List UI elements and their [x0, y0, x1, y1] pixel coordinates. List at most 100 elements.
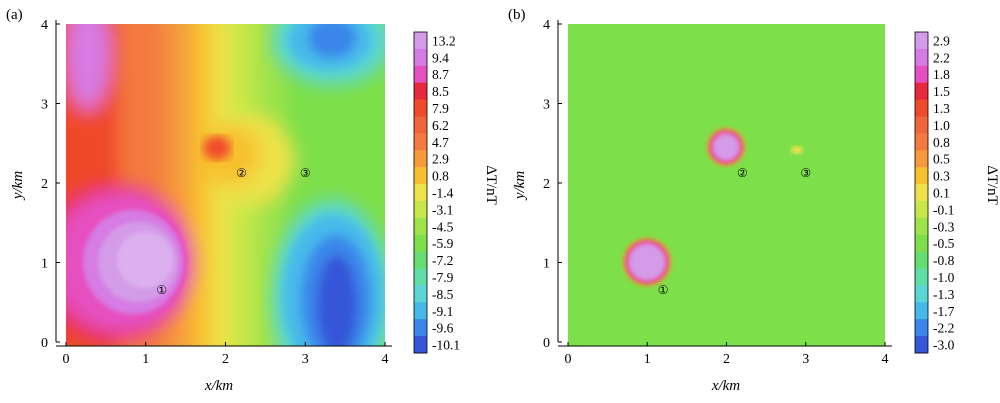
colorbar-level-label: 1.8 — [933, 67, 950, 82]
colorbar-level-label: 13.2 — [432, 33, 456, 48]
anomaly-marker: ③ — [300, 166, 311, 180]
colorbar-level-label: 0.1 — [933, 186, 950, 201]
panel-b-ticks: 0 1 2 3 4 0 1 2 3 4 — [543, 18, 889, 367]
colorbar-swatch — [915, 150, 928, 168]
x-tick-label: 0 — [565, 352, 572, 367]
colorbar-swatch — [414, 319, 427, 337]
y-tick-label: 3 — [543, 98, 550, 113]
colorbar-frame — [914, 31, 929, 354]
x-tick-label: 4 — [382, 352, 389, 367]
panel-a-xlabel: x/km — [204, 378, 233, 394]
colorbar-level-label: -0.1 — [933, 202, 954, 217]
colorbar-swatch — [915, 302, 928, 320]
colorbar-level-label: 1.0 — [933, 118, 950, 133]
colorbar-swatch — [915, 319, 928, 337]
anomaly-marker: ③ — [800, 166, 811, 180]
colorbar-level-label: -9.1 — [432, 304, 453, 319]
colorbar-swatch — [915, 217, 928, 236]
colorbar-level-label: -0.3 — [933, 219, 955, 234]
panel-b-label: (b) — [508, 7, 526, 23]
colorbar-swatch — [414, 217, 427, 236]
colorbar-swatch — [915, 116, 928, 134]
colorbar-swatch — [414, 268, 427, 286]
panel-b-colorbar-label: ΔT/nT — [984, 165, 1000, 205]
colorbar-level-label: -1.0 — [933, 270, 955, 285]
colorbar-swatch — [915, 251, 928, 270]
colorbar-swatch — [414, 200, 427, 219]
colorbar-swatch — [414, 285, 427, 303]
colorbar-level-label: -5.9 — [432, 236, 454, 251]
panel-a-ylabel: y/km — [10, 171, 26, 201]
colorbar-level-label: 8.7 — [432, 67, 449, 82]
y-tick-label: 3 — [41, 98, 48, 113]
colorbar-frame — [413, 31, 428, 354]
y-tick-label: 4 — [41, 18, 48, 33]
anomaly-marker: ② — [236, 166, 247, 180]
y-tick-label: 0 — [543, 336, 550, 351]
colorbar-swatch — [414, 167, 427, 185]
colorbar-level-label: -4.5 — [432, 219, 454, 234]
y-tick-label: 2 — [41, 177, 48, 192]
colorbar-swatch — [915, 65, 928, 84]
x-tick-label: 4 — [882, 352, 889, 367]
colorbar-level-label: -3.0 — [933, 338, 955, 353]
colorbar-level-label: 0.5 — [933, 152, 950, 167]
panel-a-axes — [55, 20, 392, 347]
panel-b-markers: ① ② ③ — [658, 166, 811, 297]
colorbar-swatch — [915, 48, 928, 67]
y-tick-label: 4 — [543, 18, 550, 33]
colorbar-level-label: 6.2 — [432, 118, 449, 133]
anomaly-marker: ① — [156, 283, 167, 297]
panel-b-colorbar: 2.9 2.2 1.8 1.5 1.3 1.0 0.8 0.5 0.3 0.1-0.1 -0.3 -0… — [914, 31, 955, 354]
colorbar-swatch — [414, 133, 427, 151]
panel-b-heatmap — [568, 24, 885, 346]
y-tick-label: 1 — [41, 257, 48, 272]
colorbar-level-label: 9.4 — [432, 50, 449, 65]
x-tick-label: 3 — [302, 352, 309, 367]
colorbar-level-label: 2.9 — [933, 33, 950, 48]
colorbar-level-label: -0.8 — [933, 253, 955, 268]
colorbar-level-label: 2.2 — [933, 50, 950, 65]
panel-a-heatmap — [66, 24, 385, 346]
colorbar-swatch — [915, 133, 928, 151]
colorbar-swatch — [414, 150, 427, 168]
x-tick-label: 0 — [63, 352, 70, 367]
x-tick-label: 2 — [222, 352, 229, 367]
colorbar-swatch — [414, 336, 427, 354]
colorbar-level-label: 0.8 — [933, 135, 950, 150]
colorbar-swatch — [915, 285, 928, 303]
colorbar-level-label: -9.6 — [432, 321, 454, 336]
colorbar-level-label: -7.2 — [432, 253, 453, 268]
colorbar-level-label: 0.3 — [933, 169, 950, 184]
colorbar-swatch — [915, 234, 928, 253]
panel-b-ylabel: y/km — [512, 171, 528, 201]
colorbar-swatch — [414, 48, 427, 67]
y-tick-label: 2 — [543, 177, 550, 192]
colorbar-level-label: 0.8 — [432, 169, 449, 184]
panel-a-markers: ① ② ③ — [156, 166, 310, 297]
colorbar-level-label: 4.7 — [432, 135, 449, 150]
colorbar-level-label: 1.3 — [933, 101, 950, 116]
colorbar-swatch — [414, 32, 427, 50]
colorbar-level-label: 2.9 — [432, 152, 449, 167]
colorbar-swatch — [915, 99, 928, 117]
colorbar-swatch — [414, 99, 427, 117]
colorbar-swatch — [915, 82, 928, 101]
colorbar-swatch — [414, 82, 427, 101]
colorbar-level-label: -1.7 — [933, 304, 955, 319]
colorbar-swatch — [915, 32, 928, 50]
colorbar-level-label: 1.5 — [933, 84, 950, 99]
colorbar-level-label: -1.4 — [432, 186, 454, 201]
colorbar-level-label: -8.5 — [432, 287, 454, 302]
colorbar-level-label: 8.5 — [432, 84, 449, 99]
anomaly-marker: ① — [658, 283, 669, 297]
colorbar-level-label: -2.2 — [933, 321, 954, 336]
panel-a-ticks: 0 1 2 3 4 0 1 2 3 4 — [41, 18, 389, 367]
x-tick-label: 3 — [802, 352, 809, 367]
panel-b: (b) 0 1 2 3 4 — [508, 7, 1000, 394]
colorbar-swatch — [915, 268, 928, 286]
colorbar-swatch — [414, 116, 427, 134]
x-tick-label: 1 — [142, 352, 149, 367]
anomaly-marker: ② — [737, 166, 748, 180]
